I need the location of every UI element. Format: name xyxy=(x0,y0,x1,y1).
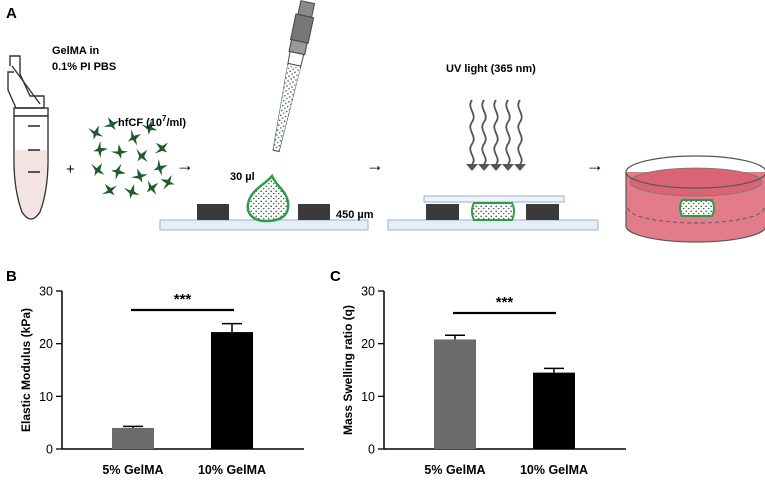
y-tick-label: 30 xyxy=(39,285,53,299)
panel-a-label: A xyxy=(6,5,17,22)
bar-1 xyxy=(112,427,154,449)
panel-c-label: C xyxy=(330,268,341,285)
cell-4 xyxy=(141,120,158,135)
cell-10 xyxy=(111,163,126,180)
cell-12 xyxy=(153,158,168,176)
arrow-3: → xyxy=(586,155,604,175)
gel-droplet-icon xyxy=(246,173,290,223)
cell-2 xyxy=(103,117,120,131)
arrow-2: → xyxy=(366,155,384,175)
cell-15 xyxy=(146,179,159,195)
cell-11 xyxy=(130,168,148,183)
bar-1 xyxy=(434,339,476,449)
category-label: 5% GelMA xyxy=(424,463,485,477)
uv-label: UV light (365 nm) xyxy=(446,63,536,75)
thickness-label: 450 µm xyxy=(336,209,374,221)
bar-2 xyxy=(533,372,575,449)
cell-7 xyxy=(136,148,148,162)
cell-3 xyxy=(127,129,141,146)
cell-14 xyxy=(123,184,140,199)
uv-light-icon xyxy=(466,99,526,171)
volume-label: 30 µl xyxy=(230,171,255,183)
gelma-label-line2: 0.1% PI PBS xyxy=(52,61,116,73)
significance-label: *** xyxy=(496,294,514,311)
cell-9 xyxy=(91,163,105,177)
pipette-icon xyxy=(272,0,316,153)
cell-1 xyxy=(88,125,104,140)
y-tick-label: 20 xyxy=(361,337,375,351)
panel-b-label: B xyxy=(6,268,17,285)
category-label: 10% GelMA xyxy=(198,463,266,477)
hfcf-label: hfCF (107/ml) xyxy=(118,114,186,129)
y-tick-label: 0 xyxy=(46,443,53,457)
cell-13 xyxy=(101,183,117,196)
y-tick-label: 30 xyxy=(361,285,375,299)
glass-slide-right xyxy=(387,195,599,231)
cell-6 xyxy=(110,144,129,159)
significance-label: *** xyxy=(174,291,192,308)
gelma-label-line1: GelMA in xyxy=(52,45,100,57)
y-tick-label: 10 xyxy=(39,390,53,404)
glass-slide-left xyxy=(159,204,369,231)
category-label: 10% GelMA xyxy=(520,463,588,477)
cell-5 xyxy=(93,140,108,159)
eppendorf-tube-icon xyxy=(7,55,49,220)
y-axis-title: Elastic Modulus (kPa) xyxy=(19,308,33,432)
category-label: 5% GelMA xyxy=(102,463,163,477)
cardiac-fibroblasts-icon xyxy=(88,117,175,199)
arrow-1: → xyxy=(176,155,194,175)
y-tick-label: 20 xyxy=(39,337,53,351)
chart-elastic-modulus: 0 10 20 30 Elastic Modulus (kPa) 5% GelMA 10% … xyxy=(19,285,304,477)
y-tick-label: 10 xyxy=(361,390,375,404)
gel-sandwich-icon xyxy=(471,202,515,221)
y-axis-title: Mass Swelling ratio (q) xyxy=(341,305,355,435)
y-tick-label: 0 xyxy=(368,443,375,457)
chart-mass-swelling: 0 10 20 30 Mass Swelling ratio (q) 5% GelMA 10… xyxy=(341,285,626,477)
bar-2 xyxy=(211,332,253,449)
cell-8 xyxy=(154,142,168,154)
petri-dish-icon xyxy=(625,155,765,243)
plus-sign: + xyxy=(66,161,75,178)
cell-16 xyxy=(160,174,175,190)
